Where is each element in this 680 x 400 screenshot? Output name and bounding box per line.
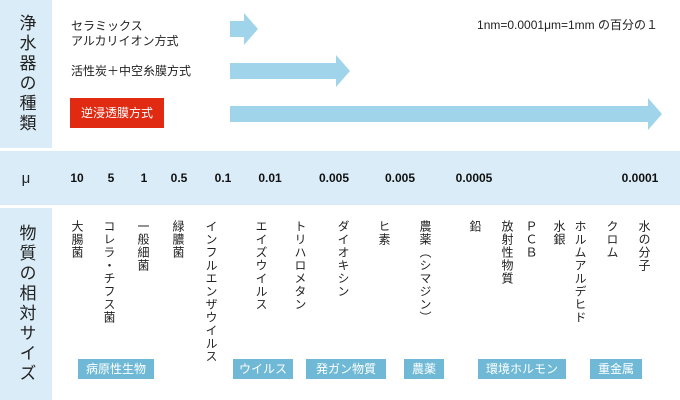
method-ceramic: セラミックス アルカリイオン方式 [71,19,179,49]
side-label-substances: 物質の相対サイズ [0,208,52,400]
tag-carcinogens: 発ガン物質 [306,359,386,379]
substance-cholera: コレラ・ [102,220,116,272]
substance-influenza-virus: インフルエンザ ウイルス [204,220,218,363]
mu-value: 0.0001 [621,171,659,185]
substance-aids-virus: エイズウイルス [254,220,268,311]
substance-formaldehyde: ホルムアルデヒド [573,220,587,324]
substance-lead: 鉛 [468,220,482,233]
substance-water-molecule: 水の分子 [637,220,651,272]
substance-influenza: インフルエンザ [204,220,218,311]
mu-value: 0.01 [258,171,282,185]
side-label-substances-text: 物質の相対サイズ [16,224,36,384]
substance-cholera-typhoid: コレラ・ チフス菌 [102,220,116,324]
mu-value: 0.005 [384,171,416,185]
substance-dioxin: ダイオキシン [336,220,350,298]
tag-pathogens: 病原性生物 [78,359,154,379]
method-ceramic-line2: アルカリイオン方式 [71,34,179,48]
mu-value: 0.005 [318,171,350,185]
substance-ecoli: 大腸菌 [70,220,84,259]
substance-arsenic: ヒ素 [377,220,391,246]
tag-pesticide: 農薬 [404,359,444,379]
substance-pseudomonas: 緑膿菌 [171,220,185,259]
method-ceramic-line1: セラミックス [71,19,143,33]
method-carbon: 活性炭＋中空糸膜方式 [71,64,192,78]
tag-virus: ウイルス [233,359,293,379]
substance-chromium: クロム [605,220,619,259]
mu-value: 0.1 [214,171,232,185]
mu-row [52,151,680,205]
side-label-mu-text: μ [21,169,31,187]
substance-pesticide: 農薬（シマジン） [418,220,432,324]
side-label-types-text: 浄水器の種類 [16,14,36,134]
side-label-mu: μ [0,151,52,205]
mu-value: 1 [140,171,148,185]
substance-trihalomethane: トリハロメタン [293,220,307,311]
substance-mercury: 水銀 [552,220,566,246]
tag-endocrine-disruptors: 環境ホルモン [478,359,566,379]
arrow-ceramic [230,13,258,45]
substance-virus: ウイルス [204,311,218,363]
substance-general-bacteria: 一般細菌 [136,220,150,272]
mu-value: 5 [107,171,115,185]
substance-radioactive: 放射性物質 [500,220,514,285]
substance-typhoid: チフス菌 [102,272,116,324]
arrow-carbon [230,55,350,87]
substance-pcb: ＰＣＢ [524,220,538,259]
method-ro: 逆浸透膜方式 [70,98,165,128]
mu-value: 10 [70,171,84,185]
unit-note: 1nm=0.0001μm=1mm の百分の１ [477,18,658,32]
mu-value: 0.0005 [455,171,493,185]
tag-heavy-metals: 重金属 [590,359,642,379]
side-label-types: 浄水器の種類 [0,0,52,148]
arrow-ro [230,98,662,130]
mu-value: 0.5 [170,171,188,185]
